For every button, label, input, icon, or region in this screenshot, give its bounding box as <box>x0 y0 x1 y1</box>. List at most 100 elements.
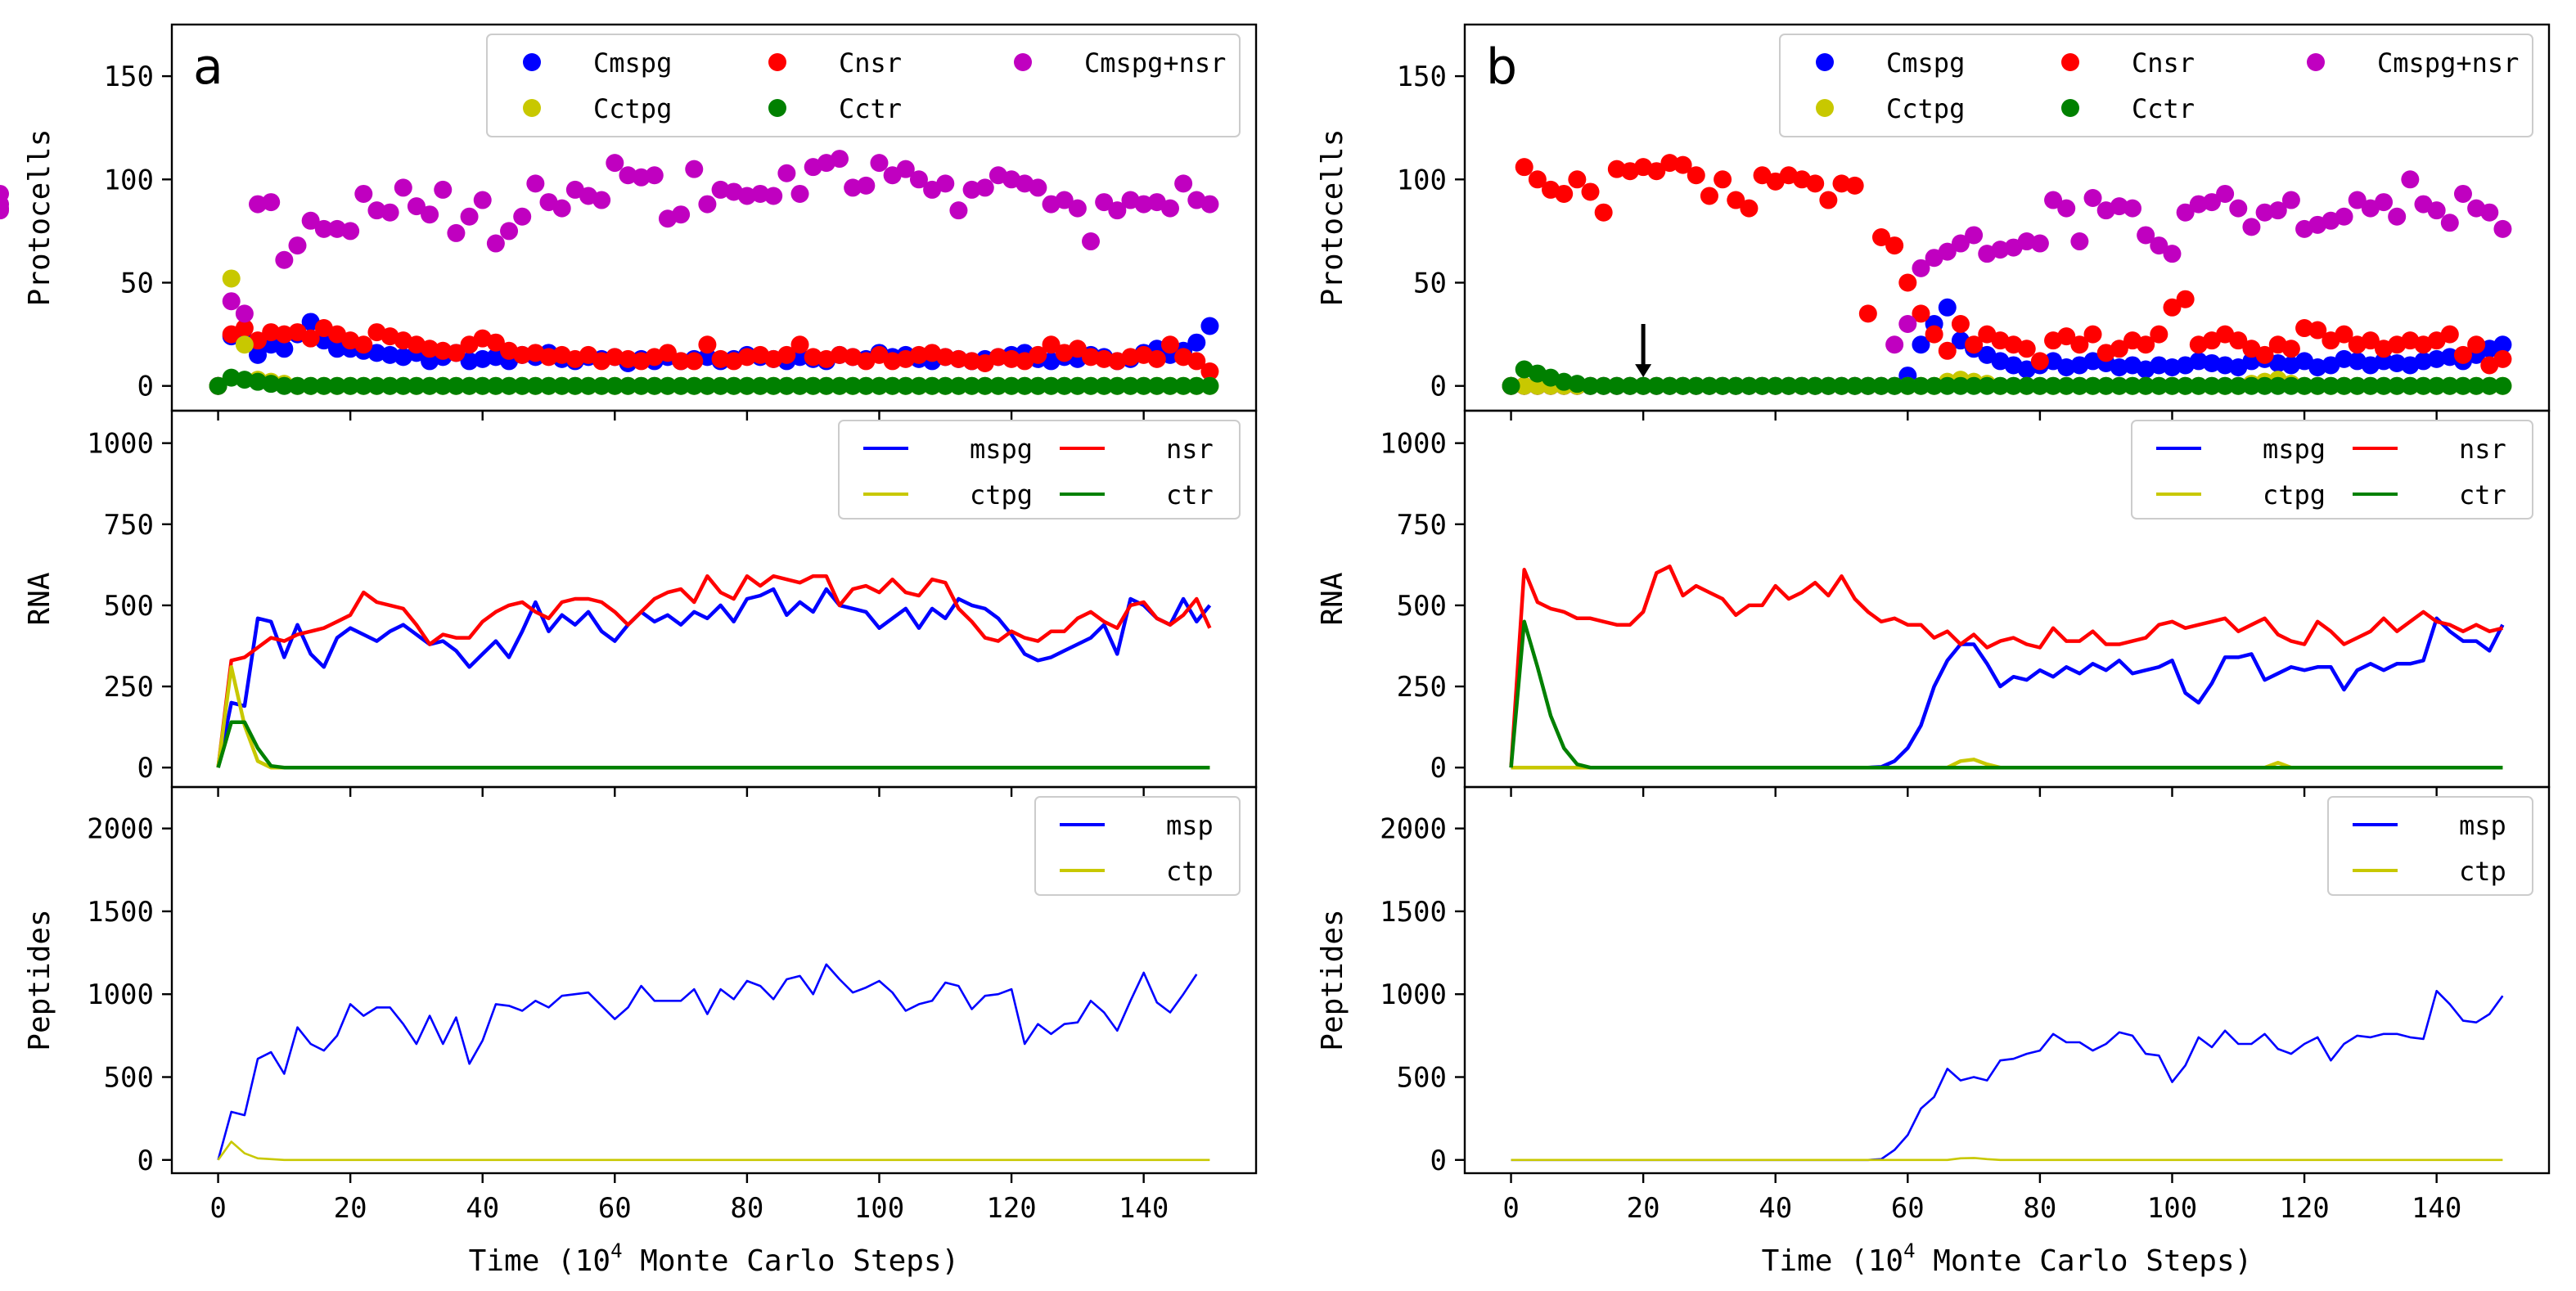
series-ctp <box>1511 1157 2503 1162</box>
scatter-point <box>1991 241 2010 259</box>
scatter-point <box>1568 375 1587 394</box>
scatter-point <box>354 184 373 203</box>
legend-marker <box>768 99 786 117</box>
scatter-point <box>565 376 584 395</box>
scatter-point <box>367 344 386 362</box>
scatter-point <box>2453 184 2472 203</box>
scatter-point <box>2427 349 2446 368</box>
scatter-point <box>2083 376 2102 395</box>
legend-label: ctpg <box>2263 479 2326 511</box>
x-tick-label: 0 <box>209 1192 226 1225</box>
scatter-point <box>434 341 453 360</box>
scatter-point <box>1082 232 1101 251</box>
y-tick-label: 1000 <box>1380 428 1447 461</box>
scatter-point <box>2017 232 2036 251</box>
scatter-point <box>1687 166 1705 185</box>
scatter-point <box>1819 376 1838 395</box>
scatter-point <box>1108 376 1127 395</box>
legend-label: Cmspg+nsr <box>2377 47 2519 79</box>
scatter-point <box>341 222 360 241</box>
scatter-point <box>804 376 822 395</box>
scatter-point <box>1938 298 1957 317</box>
scatter-point <box>1714 376 1732 395</box>
scatter-point <box>645 166 664 185</box>
scatter-point <box>1055 376 1074 395</box>
scatter-point <box>989 348 1007 367</box>
scatter-point <box>831 376 849 395</box>
scatter-point <box>1700 376 1718 395</box>
scatter-point <box>2176 290 2195 308</box>
scatter-point <box>1147 376 1166 395</box>
scatter-point <box>1581 376 1600 395</box>
scatter-point <box>2335 349 2353 368</box>
scatter-point <box>962 352 981 371</box>
y-tick-label: 2000 <box>87 813 154 846</box>
legend-label: Cctpg <box>1886 93 1965 124</box>
scatter-point <box>500 222 519 241</box>
scatter-point <box>1753 376 1772 395</box>
scatter-point <box>1727 376 1745 395</box>
scatter-point <box>394 178 412 197</box>
scatter-point <box>288 236 307 255</box>
legend-marker <box>523 99 541 117</box>
scatter-point <box>711 376 730 395</box>
y-tick-label: 0 <box>1430 752 1447 785</box>
y-tick-label: 500 <box>1397 1062 1447 1095</box>
scatter-point <box>1965 226 1984 245</box>
scatter-point <box>1528 170 1547 189</box>
scatter-point <box>949 376 968 395</box>
scatter-point <box>2137 376 2155 395</box>
y-tick-label: 1000 <box>87 978 154 1011</box>
scatter-point <box>1607 160 1626 178</box>
scatter-point <box>1938 376 1957 395</box>
scatter-point <box>790 348 809 367</box>
scatter-point <box>2216 184 2235 203</box>
scatter-point <box>870 376 889 395</box>
legend-label: Cmspg+nsr <box>1084 47 1226 79</box>
scatter-point <box>1121 348 1140 367</box>
scatter-point <box>526 376 545 395</box>
scatter-point <box>1174 376 1193 395</box>
y-tick-label: 250 <box>1397 671 1447 704</box>
chart-b-RNA: 0 250 500 750 1000 RNA mspg nsr ctpg ctr <box>1316 409 2551 797</box>
scatter-point <box>619 349 637 368</box>
series-line <box>1509 619 2503 770</box>
scatter-point <box>909 345 928 364</box>
legend-box <box>838 420 1241 520</box>
scatter-point <box>672 205 691 224</box>
x-tick-label: 140 <box>1119 1192 1169 1225</box>
scatter-point <box>421 205 439 224</box>
x-tick-label: 40 <box>1759 1192 1792 1225</box>
scatter-point <box>1912 335 1930 354</box>
scatter-point <box>1200 317 1219 335</box>
scatter-point <box>2189 195 2208 214</box>
y-tick-label: 50 <box>120 268 154 300</box>
scatter-point <box>2017 376 2036 395</box>
scatter-point <box>698 195 717 214</box>
legend-marker <box>1014 53 1032 71</box>
scatter-point <box>2083 325 2102 344</box>
scatter-point <box>2189 352 2208 371</box>
series-Cmspg+nsr <box>0 150 1219 395</box>
scatter-point <box>473 376 492 395</box>
scatter-point <box>2229 331 2248 350</box>
series-mspg <box>216 587 1212 768</box>
scatter-point <box>460 376 479 395</box>
scatter-point <box>2375 193 2394 212</box>
scatter-point <box>2202 193 2221 212</box>
scatter-point <box>2110 376 2128 395</box>
legend-label: nsr <box>1166 434 1214 465</box>
y-tick-label: 150 <box>104 61 154 93</box>
scatter-point <box>1160 376 1179 395</box>
scatter-point <box>235 371 254 389</box>
scatter-point <box>579 376 597 395</box>
x-axis-label: Time (104 Monte Carlo Steps) <box>1762 1239 2253 1278</box>
scatter-point <box>1845 176 1864 195</box>
scatter-point <box>831 150 849 169</box>
scatter-point <box>1082 376 1101 395</box>
scatter-point <box>1925 325 1943 344</box>
scatter-point <box>1779 376 1798 395</box>
scatter-point <box>539 348 558 367</box>
scatter-point <box>2281 340 2300 358</box>
scatter-point <box>2150 236 2168 255</box>
